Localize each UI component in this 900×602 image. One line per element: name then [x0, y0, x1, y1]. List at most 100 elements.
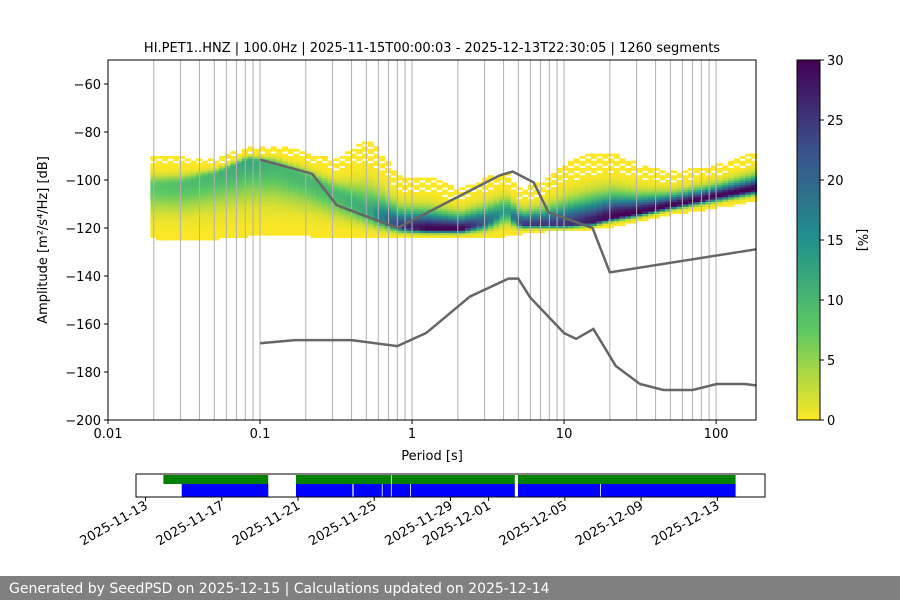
psd-cell	[384, 208, 391, 212]
psd-cell	[362, 194, 369, 198]
psd-cell	[602, 192, 609, 195]
psd-cell	[259, 204, 266, 207]
psd-cell	[230, 213, 237, 217]
availability-segment	[296, 475, 391, 484]
psd-cell	[579, 208, 586, 212]
psd-cell	[705, 170, 712, 174]
psd-cell	[281, 211, 288, 214]
psd-cell	[287, 208, 294, 212]
psd-cell	[562, 182, 569, 186]
psd-cell	[224, 168, 231, 171]
psd-cell	[310, 163, 317, 166]
psd-cell	[213, 225, 220, 229]
psd-cell	[379, 211, 386, 214]
psd-cell	[276, 182, 283, 186]
psd-cell	[213, 163, 220, 166]
psd-cell	[201, 206, 208, 210]
psd-cell	[333, 208, 340, 212]
psd-cell	[556, 168, 563, 171]
psd-cell	[619, 182, 626, 186]
psd-cell	[596, 189, 603, 193]
psd-cell	[711, 175, 718, 178]
psd-cell	[253, 189, 260, 193]
psd-cell	[390, 192, 397, 195]
psd-cell	[453, 228, 460, 231]
psd-cell	[287, 158, 294, 162]
psd-cell	[476, 232, 483, 236]
psd-cell	[516, 218, 523, 222]
psd-cell	[356, 206, 363, 210]
psd-cell	[253, 228, 260, 231]
psd-cell	[745, 199, 752, 202]
x-tick-label: 10	[556, 427, 573, 442]
psd-cell	[430, 230, 437, 234]
psd-cell	[682, 189, 689, 193]
psd-cell	[156, 168, 163, 171]
psd-cell	[253, 230, 260, 234]
psd-cell	[270, 170, 277, 174]
psd-cell	[682, 180, 689, 183]
psd-cell	[430, 194, 437, 198]
psd-cell	[619, 184, 626, 188]
psd-cell	[487, 196, 494, 200]
psd-cell	[264, 165, 271, 169]
psd-cell	[676, 208, 683, 212]
psd-cell	[213, 175, 220, 178]
psd-cell	[230, 168, 237, 171]
psd-cell	[419, 196, 426, 200]
psd-cell	[373, 160, 380, 164]
psd-cell	[699, 177, 706, 181]
psd-cell	[716, 199, 723, 202]
psd-cell	[676, 182, 683, 186]
psd-cell	[653, 192, 660, 195]
psd-cell	[693, 199, 700, 202]
psd-cell	[156, 189, 163, 193]
psd-cell	[636, 204, 643, 207]
psd-cell	[384, 170, 391, 174]
psd-cell	[550, 172, 557, 176]
psd-cell	[384, 163, 391, 166]
psd-cell	[465, 192, 472, 195]
psd-cell	[264, 208, 271, 212]
psd-cell	[253, 151, 260, 154]
psd-cell	[676, 201, 683, 205]
psd-cell	[356, 192, 363, 195]
psd-cell	[608, 184, 615, 188]
psd-cell	[682, 187, 689, 190]
psd-cell	[465, 201, 472, 205]
psd-cell	[407, 194, 414, 198]
psd-cell	[676, 199, 683, 202]
psd-cell	[590, 225, 597, 229]
psd-cell	[602, 189, 609, 193]
psd-cell	[642, 182, 649, 186]
psd-cell	[459, 223, 466, 226]
psd-cell	[350, 172, 357, 176]
colorbar-label: [%]	[854, 229, 869, 252]
psd-cell	[733, 189, 740, 193]
psd-cell	[613, 160, 620, 164]
psd-cell	[499, 223, 506, 226]
psd-cell	[179, 230, 186, 234]
psd-cell	[499, 228, 506, 231]
psd-cell	[161, 189, 168, 193]
psd-cell	[550, 175, 557, 178]
psd-cell	[259, 216, 266, 219]
psd-cell	[590, 168, 597, 171]
psd-cell	[533, 216, 540, 219]
psd-cell	[293, 172, 300, 176]
psd-cell	[339, 199, 346, 202]
psd-cell	[207, 204, 214, 207]
psd-cell	[527, 187, 534, 190]
psd-cell	[190, 216, 197, 219]
psd-cell	[396, 201, 403, 205]
psd-cell	[224, 177, 231, 181]
psd-cell	[247, 230, 254, 234]
psd-cell	[362, 189, 369, 193]
psd-cell	[293, 230, 300, 234]
colorbar-segment	[797, 279, 820, 283]
colorbar-segment	[797, 147, 820, 151]
psd-cell	[562, 206, 569, 210]
psd-cell	[688, 192, 695, 195]
psd-cell	[613, 168, 620, 171]
psd-cell	[373, 223, 380, 226]
